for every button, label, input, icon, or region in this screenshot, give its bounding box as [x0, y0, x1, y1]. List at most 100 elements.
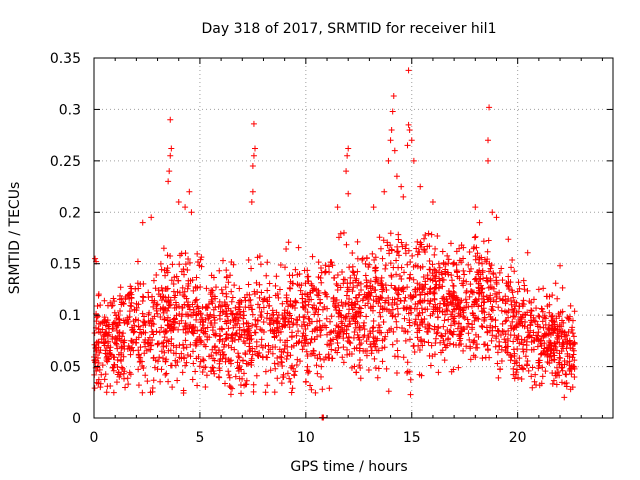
data-point	[340, 280, 347, 287]
data-point	[407, 376, 414, 383]
data-point	[507, 352, 514, 359]
data-point	[460, 325, 467, 332]
data-point	[284, 370, 291, 377]
data-point	[472, 256, 479, 263]
data-point	[110, 389, 117, 396]
data-point	[432, 301, 439, 308]
data-point	[408, 309, 415, 316]
data-point	[127, 302, 134, 309]
data-point	[464, 316, 471, 323]
data-point	[402, 328, 409, 335]
data-point	[148, 342, 155, 349]
data-point	[435, 285, 442, 292]
data-point	[220, 257, 227, 264]
y-tick-label: 0.35	[50, 51, 81, 67]
data-point	[106, 325, 113, 332]
data-point	[394, 347, 401, 354]
data-point	[539, 308, 546, 315]
data-point	[343, 330, 350, 337]
data-point	[226, 358, 233, 365]
data-point	[568, 326, 575, 333]
data-point	[165, 322, 172, 329]
data-point	[422, 324, 429, 331]
data-point	[426, 243, 433, 250]
data-point	[391, 147, 398, 154]
data-point	[101, 376, 108, 383]
data-point	[328, 346, 335, 353]
data-point	[325, 351, 332, 358]
data-point	[317, 373, 324, 380]
data-point	[389, 341, 396, 348]
y-axis-title: SRMTID / TECUs	[7, 182, 23, 295]
data-point	[114, 335, 121, 342]
data-point	[166, 302, 173, 309]
data-point	[140, 294, 147, 301]
data-point	[471, 298, 478, 305]
data-point	[520, 311, 527, 318]
data-point	[447, 328, 454, 335]
data-point	[524, 324, 531, 331]
data-point	[475, 280, 482, 287]
data-point	[247, 296, 254, 303]
data-point	[471, 234, 478, 241]
data-point	[274, 314, 281, 321]
data-point	[569, 330, 576, 337]
data-point	[356, 341, 363, 348]
data-point	[557, 262, 564, 269]
data-point	[116, 329, 123, 336]
data-point	[252, 316, 259, 323]
data-point	[288, 334, 295, 341]
data-point	[177, 252, 184, 259]
data-point	[260, 319, 267, 326]
data-point	[295, 328, 302, 335]
data-point	[203, 372, 210, 379]
data-point	[272, 282, 279, 289]
data-point	[334, 339, 341, 346]
data-point	[241, 327, 248, 334]
data-point	[448, 299, 455, 306]
data-point	[372, 265, 379, 272]
data-point	[508, 264, 515, 271]
data-point	[540, 333, 547, 340]
data-point	[488, 337, 495, 344]
data-point	[158, 284, 165, 291]
data-point	[216, 365, 223, 372]
data-point	[165, 298, 172, 305]
data-point	[532, 318, 539, 325]
data-point	[516, 355, 523, 362]
data-point	[449, 282, 456, 289]
data-point	[278, 348, 285, 355]
data-point	[135, 334, 142, 341]
data-point	[524, 249, 531, 256]
data-point	[91, 385, 98, 392]
data-point	[356, 304, 363, 311]
data-point	[435, 324, 442, 331]
data-point	[242, 297, 249, 304]
data-point	[150, 303, 157, 310]
data-point	[216, 358, 223, 365]
data-point	[456, 275, 463, 282]
data-point	[367, 343, 374, 350]
data-point	[211, 331, 218, 338]
data-point	[181, 355, 188, 362]
data-point	[267, 321, 274, 328]
data-point	[350, 304, 357, 311]
data-point	[472, 204, 479, 211]
data-point	[248, 336, 255, 343]
data-point	[494, 349, 501, 356]
data-point	[189, 276, 196, 283]
data-point	[519, 365, 526, 372]
data-point	[137, 329, 144, 336]
data-point	[135, 382, 142, 389]
data-point	[360, 322, 367, 329]
data-point	[226, 374, 233, 381]
data-point	[256, 294, 263, 301]
data-point	[244, 291, 251, 298]
data-point	[541, 312, 548, 319]
data-point	[345, 300, 352, 307]
data-point	[309, 253, 316, 260]
data-point	[181, 301, 188, 308]
data-point	[338, 299, 345, 306]
data-point	[311, 327, 318, 334]
